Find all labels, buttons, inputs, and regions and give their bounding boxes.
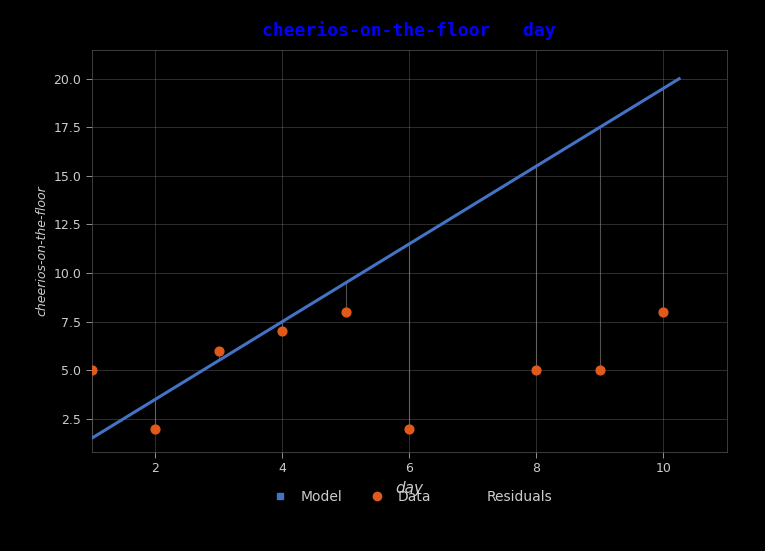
Point [340, 307, 352, 316]
Point [276, 327, 288, 336]
Title: cheerios-on-the-floor   day: cheerios-on-the-floor day [262, 21, 556, 40]
Point [213, 347, 225, 355]
Legend: Model, Data, Residuals: Model, Data, Residuals [260, 484, 558, 509]
Point [657, 307, 669, 316]
Y-axis label: cheerios-on-the-floor: cheerios-on-the-floor [35, 185, 48, 316]
Point [86, 366, 98, 375]
Point [594, 366, 606, 375]
Point [403, 424, 415, 433]
Point [149, 424, 161, 433]
Point [530, 366, 542, 375]
X-axis label: day: day [396, 481, 423, 496]
